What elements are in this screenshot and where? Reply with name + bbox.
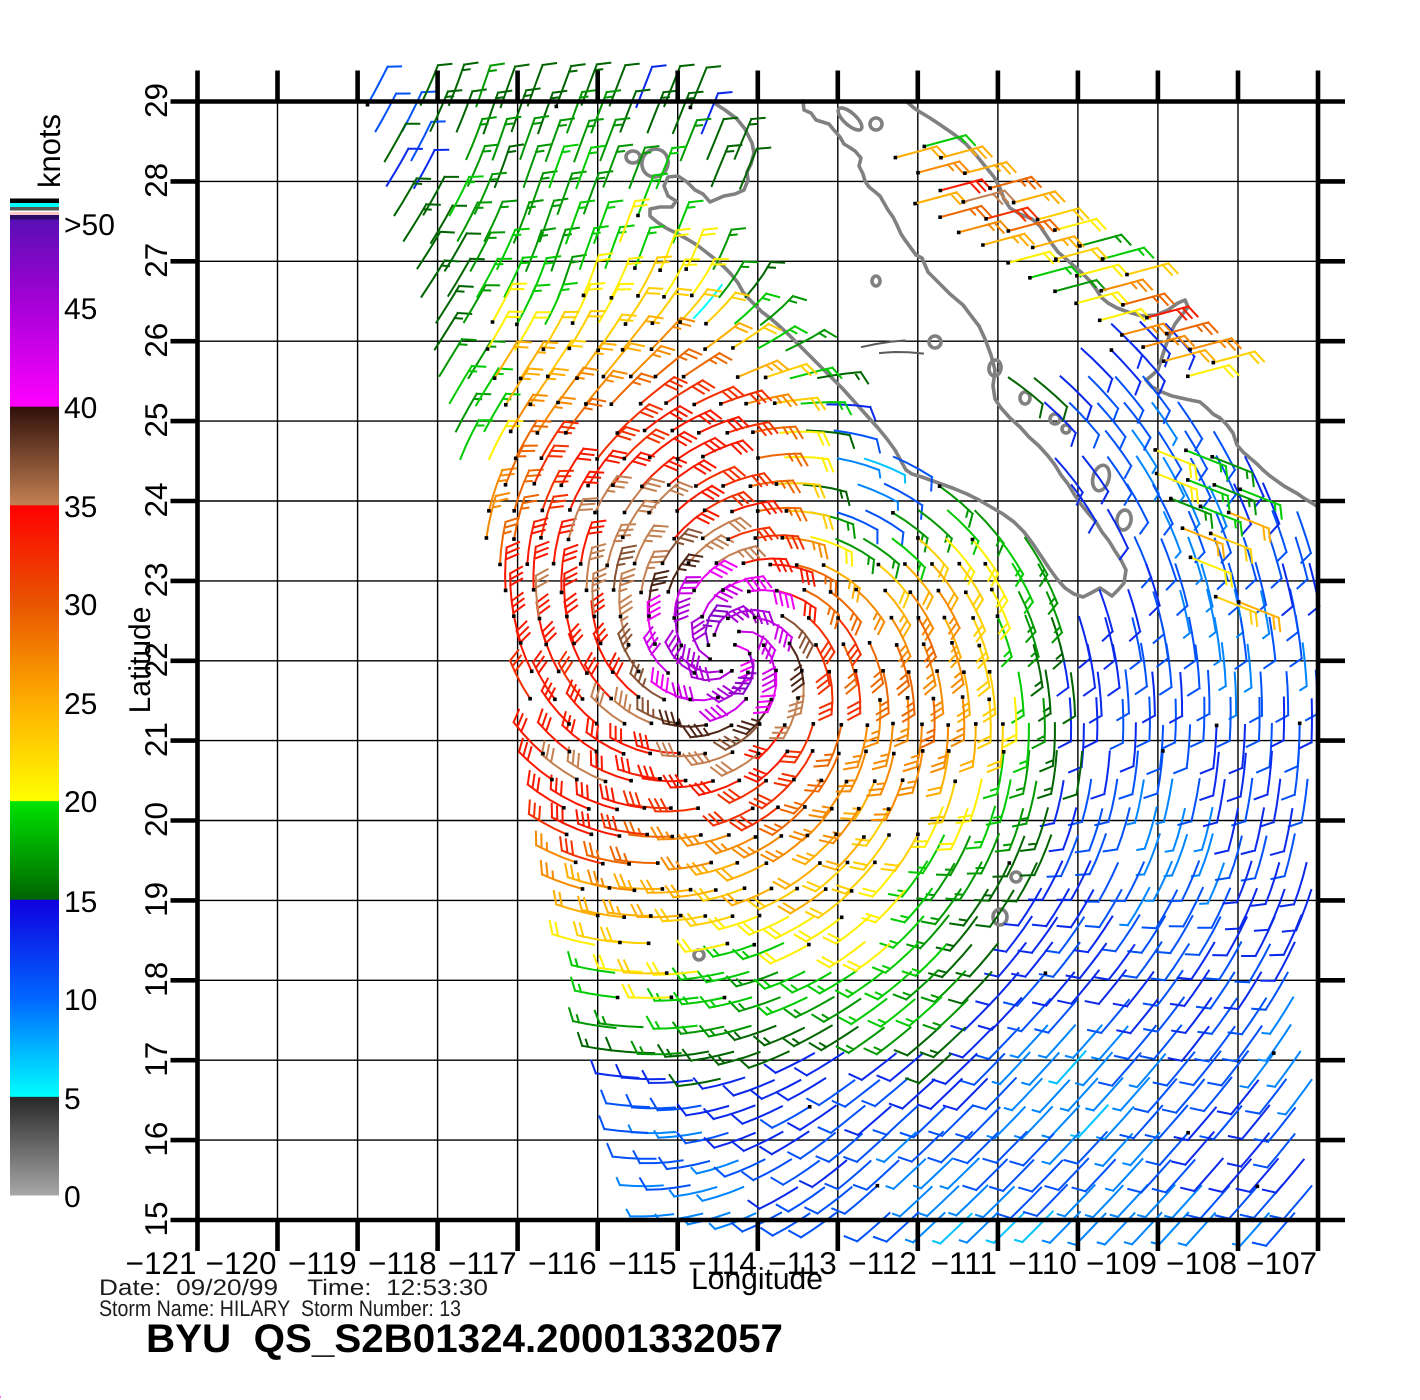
svg-text:>: >	[0, 1384, 9, 1399]
svg-text:Storm Name: HILARY Storm Numb: Storm Name: HILARY Storm Number: 13	[99, 1296, 461, 1321]
svg-text:knots: knots	[32, 114, 67, 188]
svg-text:Longitude: Longitude	[691, 1263, 823, 1296]
svg-text:15: 15	[64, 886, 97, 919]
svg-text:24: 24	[138, 482, 174, 517]
svg-text:18: 18	[138, 962, 174, 997]
svg-text:>50: >50	[64, 209, 115, 242]
svg-text:21: 21	[138, 722, 174, 757]
svg-text:20: 20	[138, 802, 174, 837]
svg-text:−117: −117	[448, 1245, 517, 1281]
svg-text:−110: −110	[1008, 1245, 1077, 1281]
svg-text:15: 15	[138, 1201, 174, 1236]
svg-text:−112: −112	[848, 1245, 917, 1281]
svg-text:23: 23	[138, 562, 174, 597]
svg-text:−114: −114	[688, 1245, 757, 1281]
svg-text:−111: −111	[931, 1245, 997, 1281]
svg-text:−113: −113	[768, 1245, 837, 1281]
svg-text:BYU QS_S2B01324.20001332057: BYU QS_S2B01324.20001332057	[146, 1317, 783, 1361]
svg-text:25: 25	[138, 403, 174, 438]
svg-text:30: 30	[64, 589, 97, 622]
svg-text:−116: −116	[528, 1245, 597, 1281]
svg-text:26: 26	[138, 323, 174, 358]
svg-text:27: 27	[138, 243, 174, 278]
svg-text:Date: 09/20/99 Time: 12:5: Date: 09/20/99 Time: 12:53:30	[99, 1275, 488, 1300]
svg-text:20: 20	[64, 786, 97, 819]
svg-text:5: 5	[64, 1083, 81, 1116]
svg-text:−119: −119	[288, 1245, 357, 1281]
svg-text:−107: −107	[1246, 1245, 1317, 1281]
svg-text:Latitude: Latitude	[124, 607, 157, 714]
svg-text:10: 10	[64, 984, 97, 1017]
svg-text:28: 28	[138, 163, 174, 198]
svg-text:−121: −121	[126, 1245, 197, 1281]
svg-text:−115: −115	[608, 1245, 677, 1281]
svg-text:25: 25	[64, 688, 97, 721]
svg-text:40: 40	[64, 392, 97, 425]
svg-text:35: 35	[64, 491, 97, 524]
svg-text:22: 22	[138, 642, 174, 677]
svg-text:−118: −118	[368, 1245, 437, 1281]
svg-text:−109: −109	[1086, 1245, 1157, 1281]
svg-text:17: 17	[138, 1042, 174, 1077]
svg-text:45: 45	[64, 293, 97, 326]
svg-text:29: 29	[138, 83, 174, 118]
svg-text:16: 16	[138, 1122, 174, 1157]
svg-text:19: 19	[138, 882, 174, 917]
svg-text:0: 0	[64, 1181, 81, 1214]
svg-text:−108: −108	[1166, 1245, 1237, 1281]
svg-text:−120: −120	[206, 1245, 277, 1281]
